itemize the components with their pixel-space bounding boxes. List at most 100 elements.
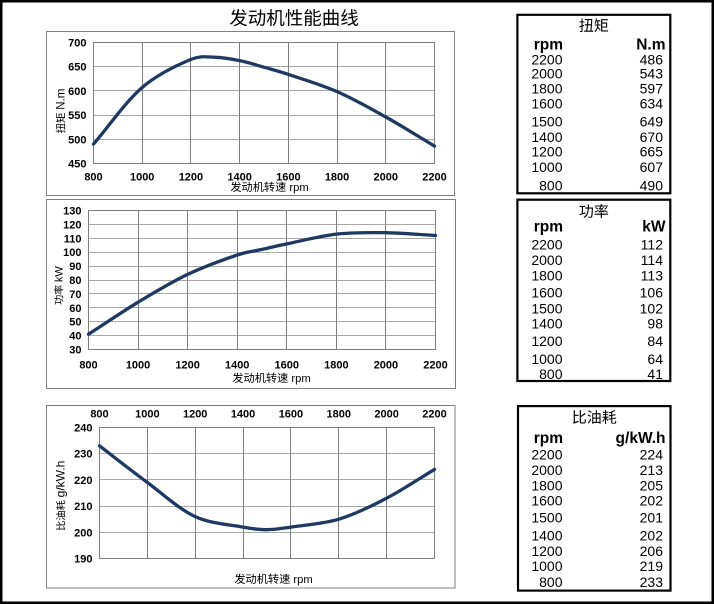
svg-text:1600: 1600 xyxy=(531,492,562,508)
svg-text:600: 600 xyxy=(68,86,86,98)
svg-text:64: 64 xyxy=(647,351,663,367)
svg-text:1000: 1000 xyxy=(531,558,562,574)
svg-text:219: 219 xyxy=(640,558,664,574)
svg-text:700: 700 xyxy=(68,38,86,50)
svg-text:1800: 1800 xyxy=(327,408,351,420)
svg-text:30: 30 xyxy=(69,345,81,357)
svg-text:50: 50 xyxy=(69,317,81,329)
svg-text:98: 98 xyxy=(647,316,663,332)
svg-text:106: 106 xyxy=(640,285,664,301)
svg-text:70: 70 xyxy=(69,289,81,301)
svg-text:1600: 1600 xyxy=(275,360,299,372)
svg-text:2000: 2000 xyxy=(374,172,398,184)
svg-text:1000: 1000 xyxy=(531,351,562,367)
svg-text:1200: 1200 xyxy=(183,408,207,420)
svg-text:1200: 1200 xyxy=(531,333,562,349)
svg-text:2200: 2200 xyxy=(531,237,562,253)
svg-text:130: 130 xyxy=(63,206,81,218)
svg-text:N.m: N.m xyxy=(636,36,665,53)
svg-text:665: 665 xyxy=(640,144,664,160)
svg-text:1500: 1500 xyxy=(531,300,562,316)
svg-text:800: 800 xyxy=(539,366,563,382)
svg-text:60: 60 xyxy=(69,303,81,315)
svg-text:102: 102 xyxy=(640,300,664,316)
svg-text:2200: 2200 xyxy=(422,172,446,184)
svg-text:1500: 1500 xyxy=(531,113,562,129)
svg-text:g/kW.h: g/kW.h xyxy=(54,461,68,498)
svg-text:90: 90 xyxy=(69,261,81,273)
svg-text:110: 110 xyxy=(64,233,82,245)
svg-text:200: 200 xyxy=(74,527,92,539)
svg-text:41: 41 xyxy=(647,366,663,382)
svg-text:1500: 1500 xyxy=(531,510,562,526)
svg-text:2200: 2200 xyxy=(531,446,562,462)
svg-text:84: 84 xyxy=(647,333,663,349)
svg-text:2200: 2200 xyxy=(422,408,446,420)
svg-text:800: 800 xyxy=(90,408,108,420)
svg-text:607: 607 xyxy=(640,159,664,175)
svg-text:1200: 1200 xyxy=(179,172,203,184)
svg-text:1600: 1600 xyxy=(276,172,300,184)
svg-text:rpm: rpm xyxy=(534,430,563,447)
svg-text:1800: 1800 xyxy=(531,80,562,96)
svg-text:40: 40 xyxy=(69,331,81,343)
svg-text:597: 597 xyxy=(640,80,664,96)
svg-text:2000: 2000 xyxy=(531,462,562,478)
svg-text:2000: 2000 xyxy=(374,360,398,372)
svg-text:201: 201 xyxy=(640,510,664,526)
svg-text:N.m: N.m xyxy=(56,89,68,110)
svg-text:1000: 1000 xyxy=(135,408,159,420)
svg-text:120: 120 xyxy=(63,219,81,231)
svg-text:800: 800 xyxy=(79,360,97,372)
svg-text:2000: 2000 xyxy=(374,408,398,420)
svg-text:1000: 1000 xyxy=(126,360,150,372)
svg-text:213: 213 xyxy=(640,462,664,478)
svg-text:1800: 1800 xyxy=(324,360,348,372)
svg-text:kW: kW xyxy=(54,266,66,283)
svg-text:100: 100 xyxy=(63,247,81,259)
svg-text:1400: 1400 xyxy=(227,172,251,184)
svg-text:rpm: rpm xyxy=(534,36,563,53)
svg-text:1800: 1800 xyxy=(325,172,349,184)
svg-text:800: 800 xyxy=(539,178,563,194)
svg-text:2000: 2000 xyxy=(531,252,562,268)
svg-text:1400: 1400 xyxy=(225,360,249,372)
svg-text:500: 500 xyxy=(68,134,86,146)
svg-text:1600: 1600 xyxy=(531,96,562,112)
svg-text:650: 650 xyxy=(68,62,86,74)
svg-text:113: 113 xyxy=(641,268,664,284)
svg-text:800: 800 xyxy=(84,172,102,184)
svg-text:224: 224 xyxy=(640,446,664,462)
svg-text:1600: 1600 xyxy=(279,408,303,420)
svg-text:2200: 2200 xyxy=(423,360,447,372)
svg-text:g/kW.h: g/kW.h xyxy=(616,430,666,447)
svg-text:rpm: rpm xyxy=(293,574,312,586)
svg-text:550: 550 xyxy=(68,110,86,122)
svg-text:1600: 1600 xyxy=(531,285,562,301)
svg-text:800: 800 xyxy=(539,574,563,590)
svg-text:220: 220 xyxy=(74,475,92,487)
svg-text:1400: 1400 xyxy=(531,316,562,332)
svg-text:1400: 1400 xyxy=(531,528,562,544)
svg-text:1400: 1400 xyxy=(531,129,562,145)
svg-text:rpm: rpm xyxy=(534,218,563,235)
svg-text:202: 202 xyxy=(640,528,664,544)
svg-text:205: 205 xyxy=(640,478,664,494)
svg-text:543: 543 xyxy=(640,65,664,81)
svg-text:1000: 1000 xyxy=(130,172,154,184)
svg-text:190: 190 xyxy=(74,554,92,566)
svg-text:670: 670 xyxy=(640,129,664,145)
svg-text:1000: 1000 xyxy=(531,159,562,175)
svg-text:634: 634 xyxy=(640,96,664,112)
svg-text:rpm: rpm xyxy=(289,182,308,194)
svg-text:80: 80 xyxy=(69,275,81,287)
svg-text:114: 114 xyxy=(641,252,664,268)
svg-text:2000: 2000 xyxy=(531,65,562,81)
svg-text:112: 112 xyxy=(641,237,664,253)
svg-text:1400: 1400 xyxy=(231,408,255,420)
svg-text:210: 210 xyxy=(74,501,92,513)
svg-text:1200: 1200 xyxy=(531,144,562,160)
svg-text:230: 230 xyxy=(74,449,92,461)
svg-text:1800: 1800 xyxy=(531,268,562,284)
svg-text:450: 450 xyxy=(68,159,86,171)
